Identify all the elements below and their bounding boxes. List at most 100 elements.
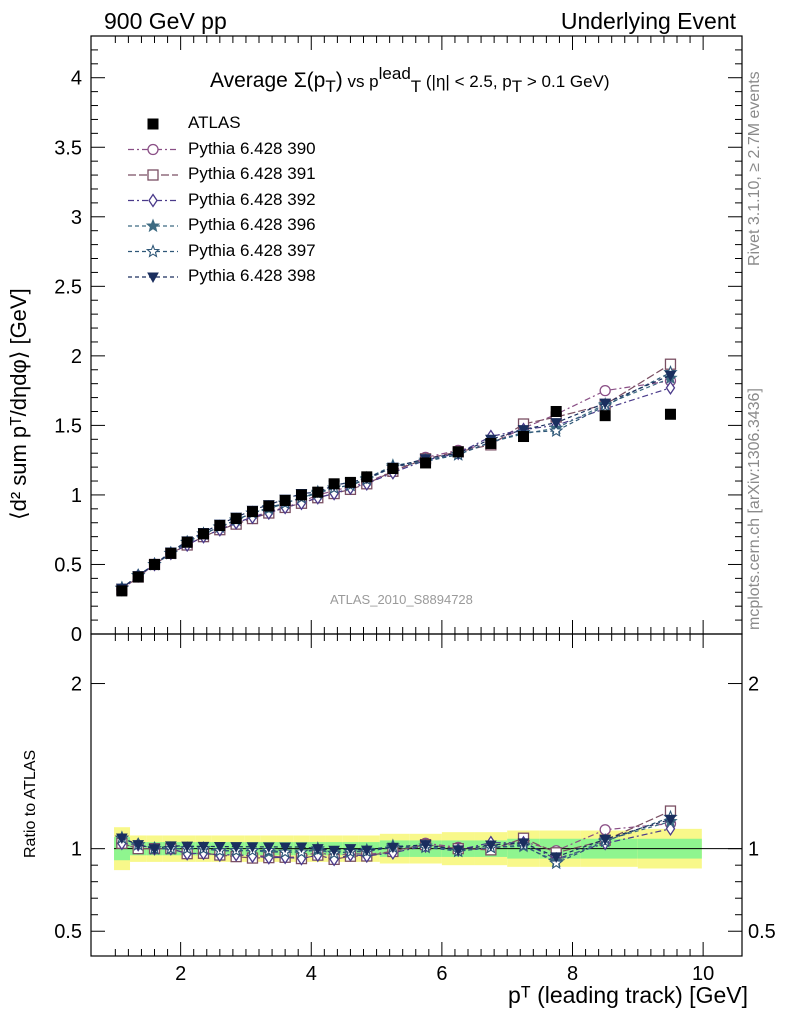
series-line (121, 374, 671, 589)
series-ratio-point (262, 842, 275, 853)
y-tick-label: 4 (71, 68, 82, 90)
y-tick-label: 1 (71, 485, 82, 507)
legend-marker (147, 272, 159, 284)
plot-title: Average Σ(pT) vs pleadT (|η| < 2.5, pT >… (210, 64, 610, 97)
series-ratio-point (517, 838, 530, 849)
series-ratio-point (328, 845, 340, 857)
x-axis-label: pᵀ (leading track) [GeV] (507, 982, 748, 1008)
series-line (121, 372, 671, 589)
series-ratio-point (197, 841, 210, 853)
series-ratio-point (164, 841, 177, 852)
series-5 (114, 365, 678, 870)
series-ratio-line (121, 828, 671, 860)
series-ratio-point (360, 845, 373, 857)
series-ratio-point (599, 834, 612, 846)
atlas-point (263, 500, 275, 512)
series-ratio-point (213, 842, 226, 853)
series-ratio-point (279, 842, 291, 853)
atlas-point (328, 478, 340, 490)
title-cut2: > 0.1 GeV) (522, 72, 610, 91)
series-ratio-point (116, 833, 128, 845)
atlas-point (132, 571, 144, 583)
y-tick-label: 1.5 (54, 415, 82, 437)
series-point (549, 423, 564, 437)
atlas-point (181, 536, 193, 548)
atlas-point (116, 585, 128, 597)
y-tick-label: 3 (71, 207, 82, 229)
series-ratio-point (246, 842, 259, 853)
y-tick-label: 0.5 (54, 921, 82, 943)
atlas-point (518, 431, 530, 443)
atlas-point (149, 558, 161, 570)
y-tick-label-right: 0.5 (748, 921, 776, 943)
series-ratio-point (419, 840, 432, 851)
title-sigma: Σ(p (293, 69, 326, 92)
atlas-point (664, 408, 676, 420)
legend-marker (147, 169, 159, 181)
bottom-panel-frame (90, 633, 743, 957)
x-tick-label: 6 (436, 963, 447, 985)
legend-entry: Pythia 6.428 390 (188, 138, 316, 158)
atlas-point (420, 457, 432, 469)
legend-entry: ATLAS (188, 113, 241, 132)
legend-marker (145, 218, 161, 233)
y-tick-label: 1 (71, 839, 82, 861)
y-tick-label: 3.5 (54, 137, 82, 159)
y-tick-label: 2.5 (54, 276, 82, 298)
series-3 (117, 380, 676, 867)
atlas-point (165, 547, 177, 559)
atlas-point (214, 520, 226, 532)
y-axis-bottom: 0.5 0.5 1 1 2 2 (54, 674, 776, 944)
series-2 (116, 358, 677, 866)
atlas-point (361, 471, 373, 483)
series-point (599, 398, 612, 410)
y-tick-label: 0.5 (54, 554, 82, 576)
x-tick-label: 4 (306, 963, 317, 985)
header-right: Underlying Event (560, 8, 736, 34)
series-line (121, 380, 671, 590)
series-ratio-point (132, 840, 145, 851)
series-ratio-point (311, 844, 324, 855)
atlas-point (197, 528, 209, 540)
series-line (121, 363, 671, 590)
series-point (665, 380, 676, 396)
title-vs: vs p (342, 72, 379, 91)
legend-marker (147, 118, 159, 130)
series-ratio-point (485, 840, 497, 852)
title-cut-sub: T (511, 77, 523, 97)
series-ratio-point (181, 841, 194, 853)
header-left: 900 GeV pp (104, 8, 227, 34)
title-sigma-close: ) (335, 69, 343, 92)
series-ratio-point (148, 844, 161, 855)
series-ratio-point (664, 814, 677, 826)
atlas-point (344, 476, 356, 488)
series-ratio-point (295, 842, 308, 854)
x-axis: 2 4 6 8 10 (114, 36, 714, 985)
atlas-point (279, 494, 291, 506)
atlas-point (295, 489, 307, 501)
atlas-point (485, 437, 497, 449)
series-ratio-point (550, 852, 563, 863)
series-ratio-point (387, 842, 399, 854)
title-prefix: Average (210, 69, 288, 92)
series-ratio-point (452, 845, 465, 856)
atlas-point (387, 463, 399, 475)
atlas-point (230, 513, 242, 525)
y-tick-label: 2 (71, 674, 82, 696)
x-tick-label: 2 (175, 963, 186, 985)
series-1 (116, 375, 677, 863)
legend-symbols (128, 118, 178, 284)
legend-marker (145, 243, 161, 258)
legend-entry: Pythia 6.428 392 (188, 189, 316, 209)
title-vs-sup: lead (378, 64, 411, 83)
title-cut1: (|η| < 2.5, p (421, 72, 512, 91)
series-ratio-point (230, 842, 243, 853)
series-6 (116, 370, 677, 863)
title-sigma-sub: T (325, 77, 336, 97)
series-point (664, 370, 677, 382)
x-tick-label: 8 (567, 963, 578, 985)
y-axis-label-top: ⟨d² sum pᵀ/dηdφ⟩ [GeV] (6, 288, 31, 520)
atlas-data (116, 405, 676, 597)
series-line (121, 387, 671, 590)
rivet-version-label: Rivet 3.1.10, ≥ 2.7M events (746, 71, 763, 266)
